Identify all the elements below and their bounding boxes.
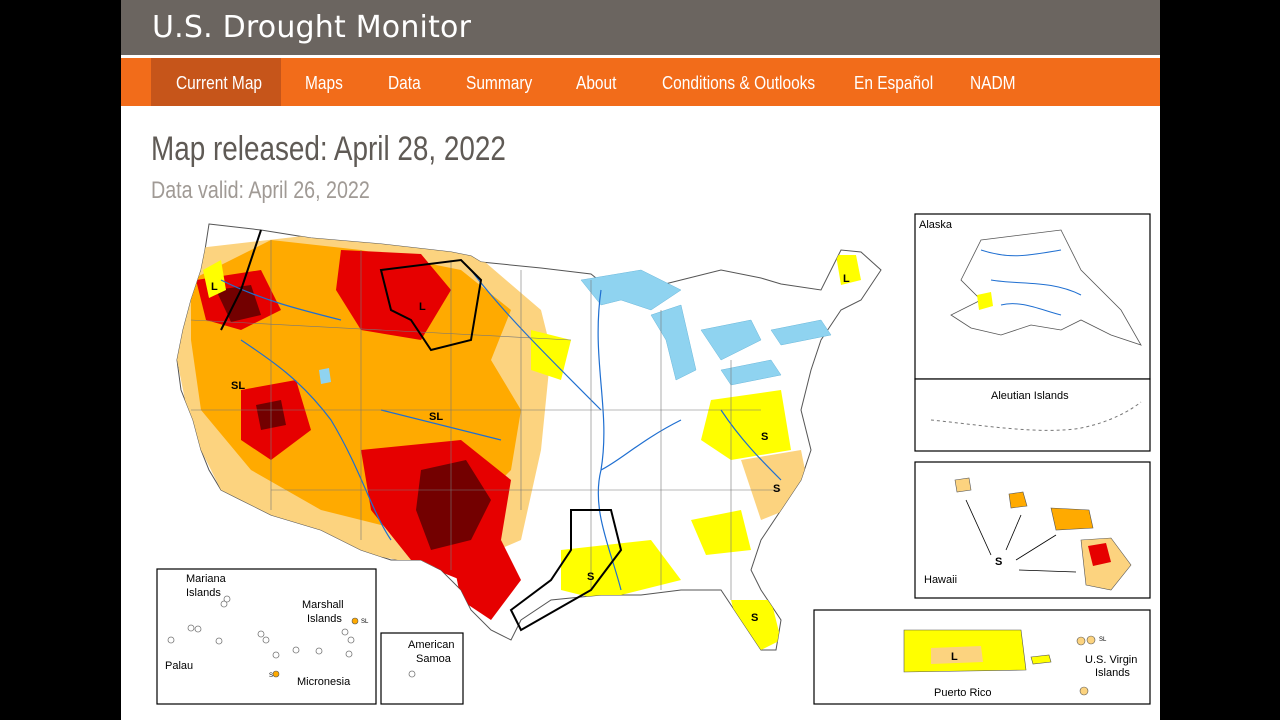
pacific-s-marker: [272, 670, 280, 678]
vieques: [1030, 654, 1052, 665]
hawaii-impact-label: S: [995, 556, 1002, 568]
drought-map[interactable]: SL SL L L L S S S S Alaska Aleutian Isla…: [121, 210, 1160, 710]
pacific-islands-inset[interactable]: Mariana Islands Marshall Islands Palau M…: [156, 568, 377, 705]
d0-georgia: [691, 510, 751, 555]
page: U.S. Drought Monitor Current Map Maps Da…: [121, 0, 1160, 720]
puerto-rico-inset[interactable]: L Puerto Rico SL U.S. Virgin Islands: [813, 609, 1151, 705]
impact-label-northwest: L: [211, 281, 218, 293]
d0-nw-coast: [203, 260, 226, 298]
nav-en-espanol[interactable]: En Español: [854, 73, 934, 93]
hawaii-inset[interactable]: Hawaii S: [914, 461, 1151, 599]
nav-maps[interactable]: Maps: [305, 73, 343, 93]
palau-label: Palau: [165, 660, 193, 672]
samoa-island: [408, 670, 416, 678]
hawaii-oahu: [1008, 491, 1028, 509]
rivers: [220, 269, 782, 591]
alaska-inset[interactable]: Alaska Aleutian Islands: [914, 213, 1151, 452]
pacific-sl-marker: [351, 617, 359, 625]
mariana-label-line2: Islands: [186, 587, 221, 599]
pacific-sl-label: SL: [361, 619, 369, 625]
american-samoa-inset[interactable]: American Samoa: [380, 632, 464, 705]
impact-label-louisiana: S: [587, 571, 594, 583]
samoa-label-line2: Samoa: [416, 653, 452, 665]
usvi-sl-label: SL: [1099, 637, 1107, 643]
impact-label-florida: S: [751, 612, 758, 624]
aleutian-label: Aleutian Islands: [991, 390, 1069, 402]
d0-virginia: [701, 390, 791, 460]
nav-active-highlight: [151, 58, 281, 106]
usvi-st-croix: [1079, 686, 1089, 696]
mariana-label-line1: Mariana: [186, 573, 227, 585]
marshall-label-line2: Islands: [307, 613, 342, 625]
usvi-st-thomas: [1076, 636, 1086, 646]
impact-label-central: SL: [429, 411, 443, 423]
great-lakes: [580, 269, 832, 386]
d4-texas: [416, 460, 491, 550]
d3-montana: [336, 250, 451, 340]
d0-maine: [836, 255, 861, 285]
nav-conditions-outlooks[interactable]: Conditions & Outlooks: [662, 73, 816, 93]
impact-label-virginia: S: [761, 431, 768, 443]
state-borders: [190, 240, 781, 600]
usvi-st-john: [1086, 635, 1096, 645]
nav-data[interactable]: Data: [388, 73, 421, 93]
d3-texas-south: [451, 540, 521, 620]
impact-label-west: SL: [231, 380, 245, 392]
map-released-date: Map released: April 28, 2022: [151, 130, 506, 168]
hawaii-big-island-d3: [1088, 543, 1111, 566]
nav-summary[interactable]: Summary: [466, 73, 533, 93]
marshall-label-line1: Marshall: [302, 599, 344, 611]
alaska-label: Alaska: [919, 219, 953, 231]
d0-midwest: [531, 330, 571, 380]
great-salt-lake: [319, 368, 331, 384]
alaska-shape: [950, 229, 1142, 346]
micronesia-label: Micronesia: [297, 676, 351, 688]
hawaii-label: Hawaii: [924, 574, 957, 586]
main-nav: Current Map Maps Data Summary About Cond…: [121, 58, 1160, 106]
data-valid-date: Data valid: April 26, 2022: [151, 177, 370, 204]
impact-label-north: L: [419, 301, 426, 313]
usvi-label-line2: Islands: [1095, 667, 1130, 679]
samoa-label-line1: American: [408, 639, 454, 651]
hawaii-maui: [1050, 507, 1094, 531]
site-header: U.S. Drought Monitor: [121, 0, 1160, 55]
pacific-s-label: S: [269, 673, 273, 679]
impact-label-northeast: L: [843, 273, 850, 285]
impact-label-carolina: S: [773, 483, 780, 495]
nav-about[interactable]: About: [576, 73, 617, 93]
d0-florida: [731, 600, 781, 650]
impact-boundaries: [220, 229, 623, 632]
puerto-rico-d1: [931, 646, 983, 664]
aleutian-chain: [930, 401, 1142, 431]
header-divider: [121, 55, 1160, 58]
site-title[interactable]: U.S. Drought Monitor: [152, 10, 472, 45]
usvi-label-line1: U.S. Virgin: [1085, 654, 1137, 666]
nav-current-map[interactable]: Current Map: [176, 73, 263, 93]
puerto-rico-impact-label: L: [951, 651, 958, 663]
puerto-rico-label: Puerto Rico: [934, 687, 991, 699]
d4-oregon: [216, 285, 261, 322]
nav-nadm[interactable]: NADM: [970, 73, 1016, 93]
hawaii-kauai: [954, 477, 972, 493]
alaska-d0: [977, 292, 993, 310]
